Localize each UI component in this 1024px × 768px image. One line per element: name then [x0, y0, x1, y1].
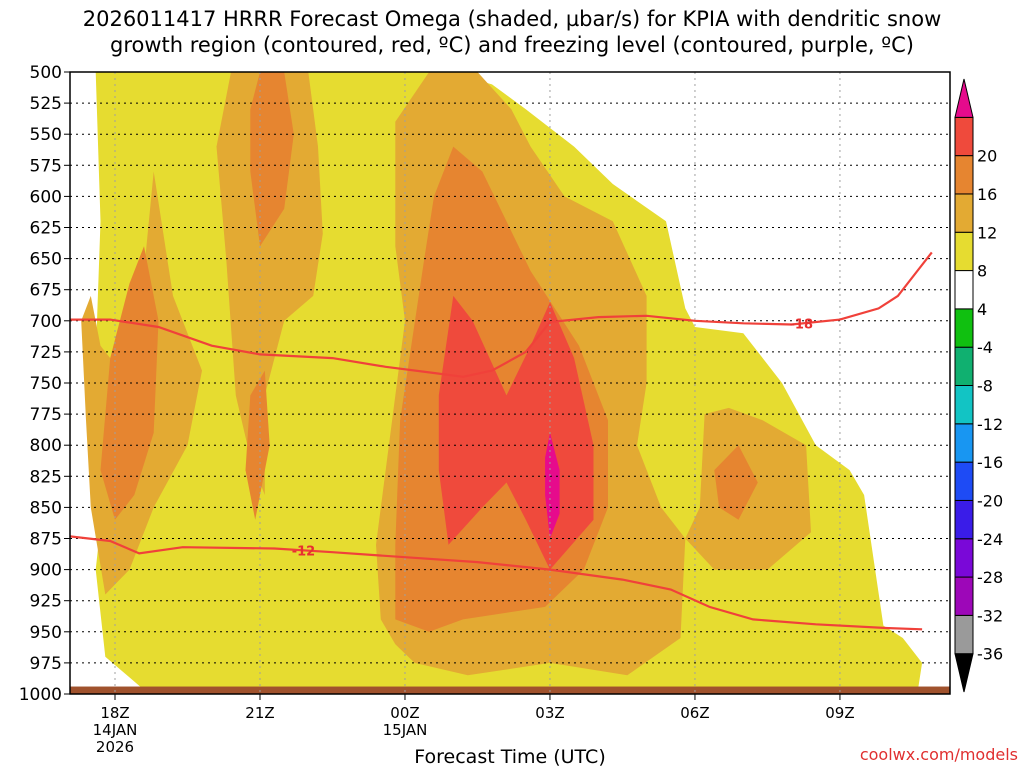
- colorbar-swatch: [954, 155, 974, 195]
- x-tick-label: 06Z: [680, 704, 709, 722]
- dgz-contour-line: [70, 251, 933, 378]
- y-tick-label: 675: [30, 281, 62, 301]
- omega-12-region-0: [250, 72, 294, 247]
- colorbar-label: -20: [977, 491, 1003, 510]
- y-tick-label: 550: [30, 125, 62, 145]
- colorbar-swatch: [954, 193, 974, 233]
- x-tick-label: 18Z: [100, 704, 129, 722]
- colorbar-label: -16: [977, 453, 1003, 472]
- colorbar-swatch: [954, 116, 974, 157]
- ground-fill: [70, 686, 950, 694]
- dgz-contours: -12 -18: [70, 251, 933, 631]
- colorbar-swatch: [954, 78, 974, 118]
- colorbar-label: -32: [977, 606, 1003, 625]
- y-tick-label: 800: [30, 436, 62, 456]
- colorbar-label: -4: [977, 338, 993, 357]
- colorbar-swatch: [954, 346, 974, 386]
- dgz-contour-label: -12: [292, 544, 316, 559]
- colorbar-swatch: [954, 231, 974, 272]
- chart-title-line1: 2026011417 HRRR Forecast Omega (shaded, …: [83, 7, 942, 31]
- omega-shading: [81, 72, 923, 694]
- colorbar-swatch: [954, 653, 974, 693]
- colorbar-swatch: [954, 538, 974, 578]
- colorbar-label: 8: [977, 262, 987, 281]
- y-tick-label: 750: [30, 374, 62, 394]
- y-tick-label: 625: [30, 219, 62, 239]
- colorbar-label: -12: [977, 415, 1003, 434]
- colorbar-label: 16: [977, 185, 997, 204]
- colorbar-label: -36: [977, 645, 1003, 664]
- x-tick-date: 15JAN: [383, 721, 428, 739]
- colorbar-swatch: [954, 423, 974, 463]
- colorbar-swatch: [954, 308, 974, 348]
- colorbar-swatch: [954, 270, 974, 310]
- y-tick-label: 500: [30, 63, 62, 83]
- colorbar-label: 4: [977, 300, 987, 319]
- y-tick-label: 650: [30, 250, 62, 270]
- chart-title-line2: growth region (contoured, red, ºC) and f…: [110, 33, 914, 57]
- omega-20-region-0: [545, 432, 560, 539]
- ground-layer: [70, 686, 950, 694]
- colorbar-label: 12: [977, 223, 997, 242]
- colorbar-swatch: [954, 461, 974, 501]
- y-tick-label: 975: [30, 654, 62, 674]
- colorbar-swatch: [954, 576, 974, 616]
- x-tick-label: 03Z: [535, 704, 564, 722]
- dgz-contour-label: -18: [790, 318, 814, 333]
- y-tick-label: 850: [30, 498, 62, 518]
- x-axis-label: Forecast Time (UTC): [414, 746, 605, 768]
- colorbar-label: 20: [977, 147, 997, 166]
- y-tick-label: 775: [30, 405, 62, 425]
- x-tick-year: 2026: [96, 738, 134, 756]
- x-tick-label: 09Z: [825, 704, 854, 722]
- y-tick-label: 575: [30, 156, 62, 176]
- x-tick-label: 21Z: [245, 704, 274, 722]
- colorbar-swatch: [954, 385, 974, 425]
- y-tick-label: 725: [30, 343, 62, 363]
- y-tick-label: 950: [30, 623, 62, 643]
- colorbar-label: -24: [977, 530, 1003, 549]
- omega-12-region-4: [714, 445, 758, 520]
- y-axis: 500 525 550 575 600 625 650 675 700 725 750 775 800 8…: [19, 63, 70, 705]
- colorbar-label: -28: [977, 568, 1003, 587]
- y-tick-label: 600: [30, 187, 62, 207]
- y-tick-label: 925: [30, 592, 62, 612]
- y-tick-label: 900: [30, 561, 62, 581]
- y-tick-label: 875: [30, 530, 62, 550]
- y-tick-label: 700: [30, 312, 62, 332]
- credit-text: coolwx.com/models: [860, 745, 1018, 764]
- y-tick-label: 525: [30, 94, 62, 114]
- colorbar-swatch: [954, 614, 974, 655]
- colorbar-swatch: [954, 499, 974, 540]
- dgz-contour-line: [70, 535, 923, 631]
- y-tick-label: 1000: [19, 685, 62, 705]
- x-tick-date: 14JAN: [93, 721, 138, 739]
- x-tick-label: 00Z: [390, 704, 419, 722]
- colorbar: -36 -32 -28 -24 -20 -16 -12 -8 -4 4 8 12 16 20: [954, 78, 1003, 693]
- colorbar-label: -8: [977, 377, 993, 396]
- omega-8-region-1: [216, 72, 323, 495]
- y-tick-label: 825: [30, 467, 62, 487]
